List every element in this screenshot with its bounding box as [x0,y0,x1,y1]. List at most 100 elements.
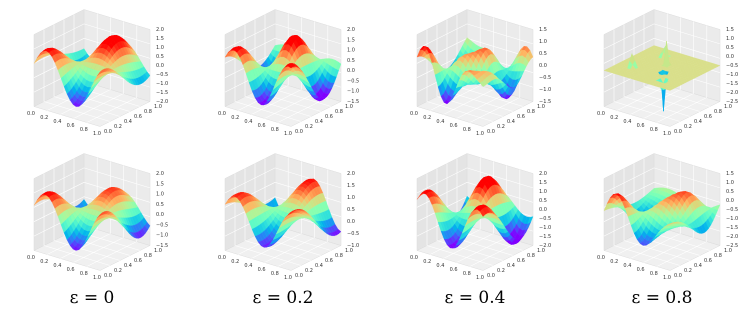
x-tick-label: 1.0 [663,275,671,281]
z-tick-label: −1.5 [726,81,738,87]
z-tick-label: 0.0 [726,54,734,60]
z-tick-label: 0.5 [156,54,164,60]
y-tick-label: 0.8 [527,253,535,259]
z-tick-label: −1.0 [347,89,359,95]
y-tick-label: 0.2 [497,268,505,274]
x-tick-label: 0.0 [27,111,35,117]
x-tick-label: 0.2 [423,259,431,265]
y-tick-label: 0.2 [684,268,692,274]
y-tick-label: 1.0 [724,104,732,110]
y-tick-label: 0.2 [305,268,313,274]
y-tick-label: 0.6 [517,258,525,264]
x-tick-label: 0.8 [80,271,88,277]
z-tick-label: −1.5 [726,225,738,231]
y-tick-label: 0.4 [694,119,702,125]
y-tick-label: 0.4 [124,263,132,269]
z-tick-label: 0.5 [156,202,164,208]
y-tick-label: 0.8 [144,109,152,115]
x-tick-label: 0.4 [436,263,444,269]
x-tick-label: 0.2 [610,115,618,121]
x-tick-label: 0.6 [258,267,266,273]
y-tick-label: 0.8 [335,253,343,259]
z-tick-label: 0.0 [156,212,164,218]
z-tick-label: 1.0 [539,39,547,45]
x-tick-label: 0.8 [650,271,658,277]
z-tick-label: −0.5 [726,207,738,213]
x-tick-label: 0.2 [231,259,239,265]
z-tick-label: 0.0 [539,63,547,69]
y-tick-label: 0.6 [134,258,142,264]
y-tick-label: 0.0 [674,273,682,279]
x-tick-label: 0.4 [244,119,252,125]
x-tick-label: 0.0 [218,255,226,261]
y-tick-label: 1.0 [724,248,732,254]
x-tick-label: 0.2 [40,115,48,121]
z-tick-label: 1.5 [156,36,164,42]
x-tick-label: 0.6 [637,123,645,129]
z-tick-label: 2.0 [539,171,547,177]
x-tick-label: 0.6 [450,267,458,273]
plot-panel: 2.01.51.00.50.0−0.5−1.0−1.5−2.00.00.20.4… [27,10,168,138]
y-tick-label: 1.0 [154,248,162,254]
y-tick-label: 0.6 [704,114,712,120]
x-tick-label: 1.0 [476,131,484,137]
z-tick-label: −2.0 [726,90,738,96]
z-tick-label: 1.0 [156,192,164,198]
panel-caption: ε = 0 [70,288,115,308]
x-tick-label: 1.0 [476,275,484,281]
z-tick-label: 0.5 [539,51,547,57]
y-tick-label: 0.6 [704,258,712,264]
y-tick-label: 0.6 [517,114,525,120]
z-tick-label: 0.0 [347,219,355,225]
y-tick-label: 0.4 [507,263,515,269]
z-tick-label: −1.5 [539,234,551,240]
x-tick-label: 0.4 [436,119,444,125]
z-tick-label: 1.0 [156,45,164,51]
y-tick-label: 0.0 [104,129,112,135]
z-tick-label: 0.5 [726,189,734,195]
x-tick-label: 1.0 [93,275,101,281]
y-tick-label: 0.8 [714,109,722,115]
y-tick-label: 0.8 [527,109,535,115]
plot-panel: 1.51.00.50.0−0.5−1.0−1.50.00.20.40.60.81… [410,10,551,138]
y-tick-label: 1.0 [537,248,545,254]
z-tick-label: 1.0 [347,48,355,54]
z-tick-label: −1.5 [156,90,168,96]
x-tick-label: 0.6 [67,123,75,129]
x-tick-label: 0.8 [271,127,279,133]
y-tick-label: 0.0 [295,273,303,279]
z-tick-label: 2.0 [347,171,355,177]
z-tick-label: 1.5 [539,180,547,186]
y-tick-label: 0.8 [144,253,152,259]
y-tick-label: 0.0 [487,273,495,279]
panel-caption: ε = 0.8 [632,288,693,308]
z-tick-label: −1.0 [156,233,168,239]
x-tick-label: 1.0 [663,131,671,137]
z-tick-label: 1.5 [347,183,355,189]
z-tick-label: 0.5 [539,198,547,204]
y-tick-label: 1.0 [345,248,353,254]
z-tick-label: 0.5 [726,45,734,51]
y-tick-label: 1.0 [345,104,353,110]
y-tick-label: 0.4 [315,263,323,269]
z-tick-label: −2.0 [726,234,738,240]
x-tick-label: 0.2 [610,259,618,265]
z-tick-label: −1.0 [156,81,168,87]
x-tick-label: 0.4 [53,263,61,269]
x-tick-label: 0.8 [271,271,279,277]
z-tick-label: 1.0 [726,36,734,42]
y-tick-label: 0.4 [507,119,515,125]
plot-panel: 2.01.51.00.50.0−0.5−1.0−1.50.00.20.40.60… [27,154,168,282]
y-tick-label: 0.6 [325,258,333,264]
y-tick-label: 0.8 [714,253,722,259]
z-tick-label: −0.5 [539,216,551,222]
x-tick-label: 0.0 [410,111,418,117]
y-tick-label: 0.2 [114,124,122,130]
x-tick-label: 1.0 [284,275,292,281]
z-tick-label: −0.5 [347,231,359,237]
y-tick-label: 0.2 [497,124,505,130]
plot-panel: 2.01.51.00.50.0−0.5−1.00.00.20.40.60.81.… [218,154,359,282]
plot-panel: 1.51.00.50.0−0.5−1.0−1.5−2.0−2.50.00.20.… [597,154,738,282]
x-tick-label: 0.4 [53,119,61,125]
